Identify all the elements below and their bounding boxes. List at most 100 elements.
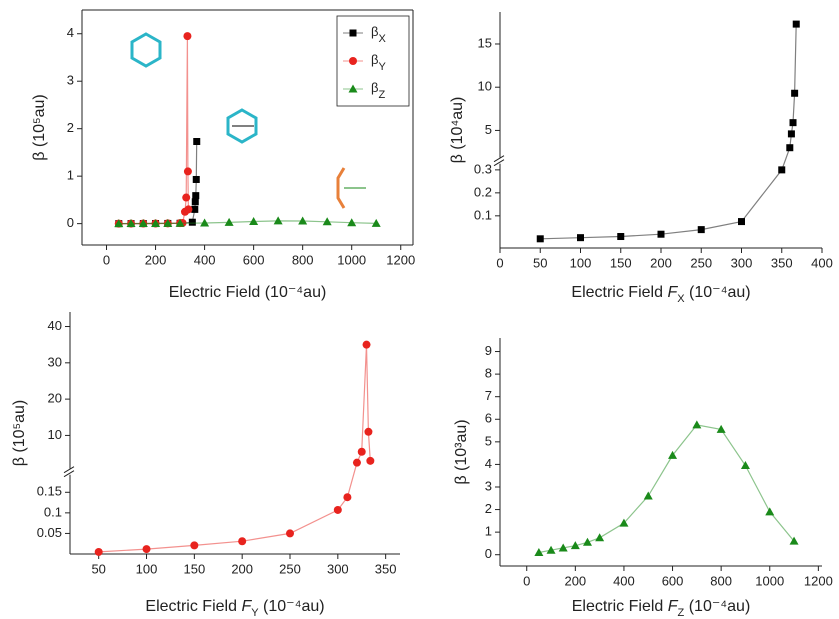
point <box>238 537 246 545</box>
x-tick-label: 1200 <box>804 573 833 588</box>
x-tick-label: 350 <box>375 561 397 576</box>
x-tick-label: 100 <box>570 255 592 270</box>
point <box>182 194 190 202</box>
point <box>193 176 200 183</box>
y-tick-label: 0.15 <box>37 484 62 499</box>
y-axis-label: β (10⁵au) <box>31 94 48 161</box>
point <box>658 231 665 238</box>
x-tick-label: 100 <box>136 561 158 576</box>
x-tick-label: 50 <box>533 255 547 270</box>
x-tick-label: 800 <box>710 573 732 588</box>
y-axis-label: β (10⁵au) <box>11 400 28 467</box>
y-tick-label: 9 <box>485 343 492 358</box>
series-line <box>99 345 371 552</box>
point <box>765 507 774 515</box>
point <box>790 119 797 126</box>
point <box>741 461 750 469</box>
y-tick-label: 10 <box>48 427 62 442</box>
point <box>537 235 544 242</box>
point <box>786 144 793 151</box>
point <box>692 420 701 428</box>
y-tick-label: 3 <box>67 73 74 88</box>
x-tick-label: 400 <box>613 573 635 588</box>
point <box>95 548 103 556</box>
x-tick-label: 50 <box>91 561 105 576</box>
point <box>184 167 192 175</box>
y-tick-label: 0 <box>67 215 74 230</box>
y-tick-label: 5 <box>485 433 492 448</box>
x-axis-label: Electric Field FX (10⁻⁴au) <box>571 284 750 305</box>
series-line <box>540 24 796 239</box>
x-tick-label: 300 <box>731 255 753 270</box>
y-tick-label: 1 <box>485 524 492 539</box>
molecule-icon <box>132 34 160 66</box>
x-axis-label-part: (10⁻⁴au) <box>685 284 751 301</box>
x-axis-label-part: Electric Field <box>572 598 668 615</box>
y-tick-label: 0.1 <box>474 207 492 222</box>
x-axis-label-part: (10⁻⁴au) <box>259 598 325 615</box>
x-tick-label: 300 <box>327 561 349 576</box>
point <box>192 198 199 205</box>
x-tick-label: 200 <box>564 573 586 588</box>
legend-marker <box>350 30 357 37</box>
series <box>114 216 380 227</box>
point <box>738 218 745 225</box>
y-tick-label: 0.2 <box>474 184 492 199</box>
x-axis-label-part: Electric Field <box>145 598 241 615</box>
point <box>778 166 785 173</box>
point <box>698 226 705 233</box>
point <box>617 233 624 240</box>
point <box>183 32 191 40</box>
point <box>192 192 199 199</box>
y-tick-label: 2 <box>67 120 74 135</box>
x-tick-label: 1000 <box>755 573 784 588</box>
point <box>364 428 372 436</box>
x-tick-label: 0 <box>496 255 503 270</box>
x-tick-label: 350 <box>771 255 793 270</box>
y-tick-label: 0 <box>485 546 492 561</box>
series <box>534 420 798 556</box>
y-tick-label: 2 <box>485 501 492 516</box>
x-tick-label: 400 <box>194 252 216 267</box>
figure: 01234020040060080010001200β (10⁵au)Elect… <box>0 0 839 619</box>
x-tick-label: 250 <box>279 561 301 576</box>
x-tick-label: 600 <box>243 252 265 267</box>
point <box>788 130 795 137</box>
point <box>358 448 366 456</box>
point <box>286 529 294 537</box>
point <box>343 493 351 501</box>
point <box>143 545 151 553</box>
point <box>353 459 361 467</box>
y-tick-label: 10 <box>478 79 492 94</box>
point <box>363 341 371 349</box>
series-line <box>119 36 189 224</box>
molecule-icon <box>338 168 344 208</box>
y-tick-label: 15 <box>478 35 492 50</box>
x-tick-label: 150 <box>610 255 632 270</box>
y-tick-label: 6 <box>485 411 492 426</box>
point <box>190 541 198 549</box>
point <box>189 219 196 226</box>
y-tick-label: 0.05 <box>37 525 62 540</box>
x-tick-label: 800 <box>292 252 314 267</box>
x-tick-label: 250 <box>690 255 712 270</box>
y-tick-label: 5 <box>485 122 492 137</box>
molecule-icons <box>132 34 366 208</box>
point <box>791 90 798 97</box>
y-tick-label: 3 <box>485 478 492 493</box>
x-tick-label: 200 <box>650 255 672 270</box>
y-tick-label: 30 <box>48 354 62 369</box>
x-axis-label-part: Electric Field <box>571 284 667 301</box>
y-tick-label: 1 <box>67 168 74 183</box>
point <box>193 138 200 145</box>
x-tick-label: 400 <box>811 255 833 270</box>
series-line <box>539 425 794 553</box>
y-axis-label: β (10⁴au) <box>449 97 466 164</box>
x-axis-label: Electric Field FY (10⁻⁴au) <box>145 598 324 619</box>
y-tick-label: 0.1 <box>44 504 62 519</box>
series <box>537 21 800 243</box>
y-tick-label: 4 <box>67 25 74 40</box>
y-tick-label: 0.3 <box>474 161 492 176</box>
x-tick-label: 200 <box>231 561 253 576</box>
x-tick-label: 1000 <box>337 252 366 267</box>
